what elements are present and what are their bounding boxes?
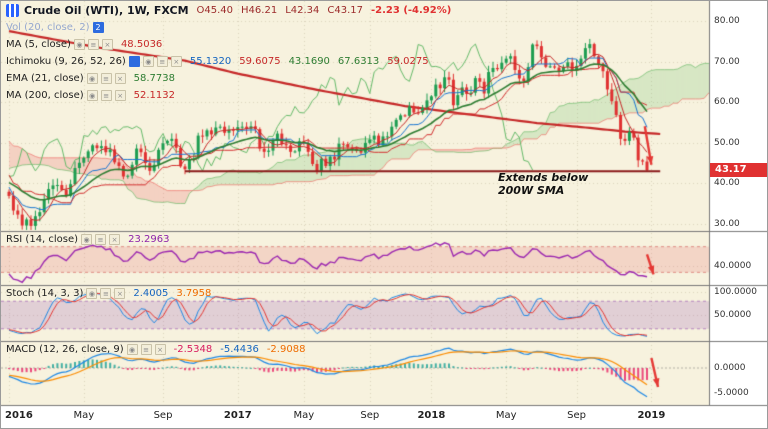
axis-label: 50.00	[714, 137, 740, 148]
axis-label: 60.00	[714, 97, 740, 107]
close-icon[interactable]	[109, 234, 121, 245]
settings-icon[interactable]	[156, 56, 168, 67]
time-axis-label: Sep	[360, 410, 380, 421]
ema21-value: 58.7738	[133, 73, 175, 84]
legend-ema21[interactable]: EMA (21, close) 58.7738	[6, 72, 175, 85]
axis-label: 0.0000	[714, 363, 746, 373]
ohlc-open: O45.40	[196, 5, 234, 16]
legend-volume[interactable]: Vol (20, close, 2) 2	[6, 21, 104, 34]
legend-ma200[interactable]: MA (200, close) 52.1132	[6, 89, 175, 102]
ma5-value: 48.5036	[120, 39, 163, 50]
close-icon[interactable]	[154, 344, 166, 355]
settings-icon[interactable]	[87, 39, 99, 50]
eye-icon[interactable]	[142, 56, 154, 67]
axis-label: -5.0000	[714, 388, 749, 398]
legend-ma5[interactable]: MA (5, close) 48.5036	[6, 38, 162, 51]
ichimoku-label: Ichimoku (9, 26, 52, 26)	[6, 56, 126, 67]
annotation-line1: Extends below	[498, 171, 589, 184]
time-axis-label: 2017	[223, 410, 252, 421]
chart-logo-icon[interactable]	[6, 4, 19, 17]
volume-badge[interactable]: 2	[92, 22, 104, 33]
macd-line-value: -5.4436	[220, 344, 259, 355]
settings-icon[interactable]	[100, 73, 112, 84]
ohlc-close: C43.17	[327, 5, 364, 16]
ma200-value: 52.1132	[133, 90, 176, 101]
legend-macd[interactable]: MACD (12, 26, close, 9) -2.5348 -5.4436 …	[6, 343, 305, 356]
legend-stoch[interactable]: Stoch (14, 3, 3) 2.4005 3.7958	[6, 287, 211, 300]
close-icon[interactable]	[114, 90, 126, 101]
ohlc-high: H46.21	[241, 5, 278, 16]
rsi-label: RSI (14, close)	[6, 234, 79, 245]
price-scale[interactable]: 43.17 80.00 70.00 60.00 50.00 40.00 30.00 40.0…	[709, 1, 767, 405]
axis-label: 40.0000	[714, 260, 752, 271]
axis-label: 70.00	[714, 56, 740, 67]
legend-rsi[interactable]: RSI (14, close) 23.2963	[6, 233, 169, 246]
settings-icon[interactable]	[140, 344, 152, 355]
senkou-b-value: 59.0275	[387, 56, 429, 67]
time-axis-label: May	[495, 410, 517, 421]
last-price-badge: 43.17	[710, 163, 767, 178]
axis-label: 30.00	[714, 218, 740, 229]
ema21-label: EMA (21, close)	[6, 73, 84, 84]
time-axis-label: Sep	[153, 410, 173, 421]
eye-icon[interactable]	[86, 90, 98, 101]
close-icon[interactable]	[114, 288, 126, 299]
eye-icon[interactable]	[73, 39, 85, 50]
tenkan-value: 55.1320	[189, 56, 232, 67]
eye-icon[interactable]	[126, 344, 138, 355]
volume-label: Vol (20, close, 2)	[6, 22, 90, 33]
settings-icon[interactable]	[100, 90, 112, 101]
time-axis-label: 2018	[417, 410, 446, 421]
stoch-d-value: 3.7958	[176, 288, 212, 299]
macd-signal-value: -2.9088	[266, 344, 306, 355]
settings-icon[interactable]	[95, 234, 107, 245]
symbol-header[interactable]: Crude Oil (WTI), 1W, FXCM O45.40 H46.21 …	[6, 4, 451, 17]
time-axis-label: May	[73, 410, 95, 421]
macd-label: MACD (12, 26, close, 9)	[6, 344, 124, 355]
annotation-line2: 200W SMA	[498, 184, 565, 197]
time-axis-label: May	[293, 410, 315, 421]
close-icon[interactable]	[170, 56, 182, 67]
axis-label: 50.0000	[714, 310, 752, 320]
close-icon[interactable]	[101, 39, 113, 50]
chikou-value: 43.1690	[288, 56, 330, 67]
ma5-label: MA (5, close)	[6, 39, 71, 50]
eye-icon[interactable]	[86, 288, 98, 299]
settings-icon[interactable]	[100, 288, 112, 299]
axis-label: 80.00	[714, 16, 740, 26]
axis-label: 100.0000	[714, 287, 757, 297]
time-axis-label: 2019	[637, 410, 666, 421]
stoch-k-value: 2.4005	[133, 288, 169, 299]
ma200-label: MA (200, close)	[6, 90, 84, 101]
legend-ichimoku[interactable]: Ichimoku (9, 26, 52, 26) 55.1320 59.6075…	[6, 55, 429, 68]
change-value: -2.23 (-4.92%)	[371, 5, 452, 16]
stoch-label: Stoch (14, 3, 3)	[6, 288, 84, 299]
axis-label: 40.00	[714, 178, 740, 188]
ohlc-low: L42.34	[285, 5, 320, 16]
ichimoku-badge[interactable]	[128, 56, 140, 67]
macd-hist-value: -2.5348	[173, 344, 213, 355]
symbol-title: Crude Oil (WTI), 1W, FXCM	[24, 4, 189, 17]
eye-icon[interactable]	[86, 73, 98, 84]
rsi-value: 23.2963	[128, 234, 170, 245]
time-axis-label: 2016	[5, 410, 33, 421]
eye-icon[interactable]	[81, 234, 93, 245]
annotation-text[interactable]: Extends below 200W SMA	[498, 171, 588, 197]
kijun-value: 59.6075	[239, 56, 281, 67]
close-icon[interactable]	[114, 73, 126, 84]
time-scale[interactable]: 2016 May Sep 2017 May Sep 2018 May Sep 2019	[1, 405, 767, 428]
time-axis-label: Sep	[567, 410, 587, 421]
senkou-a-value: 67.6313	[337, 56, 380, 67]
